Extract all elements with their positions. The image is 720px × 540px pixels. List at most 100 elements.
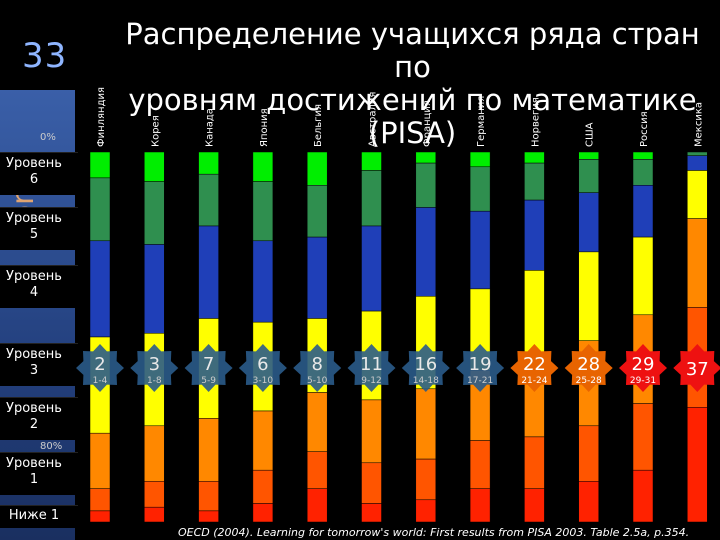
legend-band-7 bbox=[0, 505, 78, 528]
bar-segment bbox=[306, 488, 328, 523]
bar-segment bbox=[632, 403, 654, 471]
bar-segment bbox=[415, 162, 437, 208]
bar-segment bbox=[632, 151, 654, 160]
rank-value: 6 bbox=[257, 354, 268, 375]
bar-segment bbox=[144, 481, 165, 508]
rank-value: 2 bbox=[94, 354, 105, 375]
bar-segment bbox=[415, 458, 437, 501]
bar-segment bbox=[687, 155, 708, 171]
rank-badge bbox=[347, 344, 396, 392]
category-label: Германия bbox=[476, 96, 487, 147]
category-label: Норвегия bbox=[530, 97, 541, 147]
bar-segment bbox=[578, 192, 599, 253]
bar-segment bbox=[361, 170, 382, 227]
bar-segment bbox=[198, 481, 219, 512]
bar-segment bbox=[198, 510, 219, 523]
legend-below-1: Ниже 1 bbox=[4, 508, 78, 524]
legend-level-5: Уровень 5 bbox=[4, 211, 78, 243]
source-citation: OECD (2004). Learning for tomorrow's wor… bbox=[178, 526, 690, 539]
legend-level-6-num: 6 bbox=[29, 172, 39, 187]
bar-segment bbox=[89, 177, 111, 242]
bar-segment bbox=[361, 399, 382, 464]
category-label: Канада bbox=[205, 108, 216, 147]
bar-segment bbox=[524, 151, 545, 164]
bar-segment bbox=[469, 210, 491, 290]
rank-range: 1-8 bbox=[147, 376, 162, 386]
legend-band-1 bbox=[0, 152, 78, 195]
rank-value: 7 bbox=[203, 354, 214, 375]
legend-level-3-word: Уровень bbox=[6, 347, 62, 362]
legend-level-2: Уровень 2 bbox=[4, 401, 78, 433]
bar-segment bbox=[361, 225, 382, 312]
category-label: Финляндия bbox=[96, 87, 107, 147]
legend-level-1: Уровень 1 bbox=[4, 456, 78, 488]
rank-range: 25-28 bbox=[576, 376, 602, 386]
bar-segment bbox=[361, 462, 382, 504]
bar-segment bbox=[469, 488, 491, 523]
rank-badge bbox=[238, 344, 287, 392]
bar-segment bbox=[415, 207, 437, 297]
bar-segment bbox=[687, 407, 708, 523]
legend-band-2 bbox=[0, 207, 78, 250]
category-label: Россия bbox=[639, 111, 650, 147]
bar-segment bbox=[578, 251, 599, 341]
bar-segment bbox=[144, 425, 165, 482]
rank-badge bbox=[76, 344, 124, 392]
bar-segment bbox=[198, 418, 219, 482]
legend-level-4: Уровень 4 bbox=[4, 269, 78, 301]
bar-segment bbox=[361, 151, 382, 171]
bar-segment bbox=[687, 218, 708, 308]
rank-value: 29 bbox=[632, 354, 655, 375]
bar-segment bbox=[144, 506, 165, 523]
rank-range: 5-10 bbox=[307, 376, 328, 386]
legend-level-4-word: Уровень bbox=[6, 269, 62, 284]
bar-segment bbox=[198, 225, 219, 319]
rank-badge bbox=[293, 344, 342, 392]
legend-level-5-num: 5 bbox=[29, 227, 39, 242]
bar-segment bbox=[306, 185, 328, 238]
legend-level-5-word: Уровень bbox=[6, 211, 62, 226]
bar-segment bbox=[632, 185, 654, 238]
bar-segment bbox=[687, 151, 708, 156]
bar-segment bbox=[524, 488, 545, 523]
bar-segment bbox=[306, 151, 328, 186]
title-line-1: Распределение учащихся ряда стран по bbox=[125, 17, 700, 84]
rank-badge bbox=[510, 344, 559, 392]
bar-segment bbox=[252, 503, 274, 523]
rank-badge bbox=[564, 344, 613, 392]
bar-segment bbox=[632, 236, 654, 316]
bar-segment bbox=[306, 392, 328, 452]
bar-segment bbox=[89, 488, 111, 512]
bar-segment bbox=[524, 199, 545, 271]
slide-number: 33 bbox=[22, 36, 68, 76]
rank-value: 22 bbox=[523, 354, 546, 375]
rank-range: 5-9 bbox=[201, 376, 216, 386]
bar-segment bbox=[252, 151, 274, 182]
rank-badge bbox=[401, 344, 450, 392]
bar-segment bbox=[198, 173, 219, 227]
title-line-2: уровням достижений по математике (PISA) bbox=[128, 83, 697, 150]
bar-segment bbox=[632, 469, 654, 523]
category-label: Франция bbox=[422, 100, 433, 147]
rank-badge bbox=[456, 344, 505, 392]
rank-value: 8 bbox=[311, 354, 322, 375]
bar-segment bbox=[469, 166, 491, 212]
bar-segment bbox=[252, 240, 274, 323]
bar-segment bbox=[415, 151, 437, 164]
legend-level-4-num: 4 bbox=[29, 285, 39, 300]
rank-range: 29-31 bbox=[630, 376, 656, 386]
legend-band-6 bbox=[0, 452, 78, 495]
bar-segment bbox=[89, 151, 111, 179]
bar-segment bbox=[89, 510, 111, 523]
rank-badge bbox=[184, 344, 233, 392]
rank-badge bbox=[673, 344, 720, 392]
legend-band-5 bbox=[0, 397, 78, 440]
legend-level-3: Уровень 3 bbox=[4, 347, 78, 379]
bar-segment bbox=[578, 151, 599, 160]
bar-segment bbox=[415, 388, 437, 460]
rank-range: 21-24 bbox=[521, 376, 547, 386]
category-label: Корея bbox=[150, 115, 161, 147]
bar-segment bbox=[252, 410, 274, 471]
bar-segment bbox=[306, 451, 328, 489]
